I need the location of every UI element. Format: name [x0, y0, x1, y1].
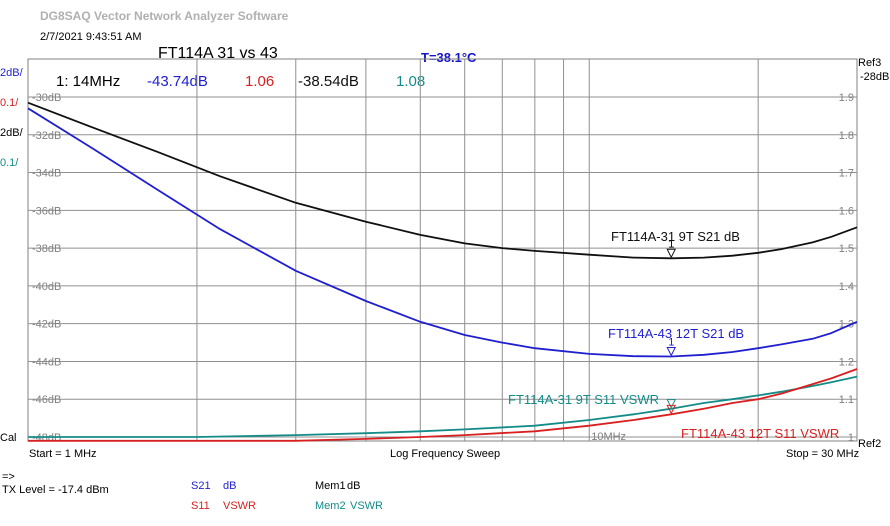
traces — [27, 101, 858, 442]
scale-mem2: 0.1/ — [0, 157, 19, 169]
db-tick-label: -34dB — [32, 168, 61, 180]
calibration-label: Cal — [0, 432, 17, 444]
db-tick-label: -32dB — [32, 130, 61, 142]
marker-value-s21: -43.74dB — [147, 73, 208, 90]
legend-s21-name[interactable]: S21 — [191, 480, 211, 492]
sweep-mode[interactable]: Log Frequency Sweep — [390, 448, 501, 460]
tx-level[interactable]: TX Level = -17.4 dBm — [2, 484, 109, 496]
legend-s21-unit[interactable]: dB — [223, 480, 237, 492]
marker-triangles: 11 — [666, 238, 677, 415]
vswr-axis-ticks: 1.91.81.71.61.51.41.31.21.11 — [839, 92, 854, 444]
vswr-tick-label: 1.8 — [839, 130, 854, 142]
x-tick-label: 10MHz — [591, 431, 626, 443]
db-tick-label: -38dB — [32, 243, 61, 255]
legend-s11-unit[interactable]: VSWR — [223, 500, 256, 512]
vswr-tick-label: 1.9 — [839, 92, 854, 104]
vswr-tick-label: 1.4 — [839, 281, 854, 293]
db-tick-label: -40dB — [32, 281, 61, 293]
temperature-readout: T=38.1°C — [421, 50, 477, 65]
start-freq[interactable]: Start = 1 MHz — [29, 448, 97, 460]
grid — [27, 58, 858, 442]
trace-label: FT114A-31 9T S21 dB — [611, 229, 740, 244]
trace-label: FT114A-43 12T S11 VSWR — [681, 426, 839, 441]
marker-number: 1 — [668, 337, 674, 349]
marker-label: 1: 14MHz — [56, 73, 121, 90]
marker-triangle — [666, 404, 677, 415]
legend-s11-name[interactable]: S11 — [191, 500, 210, 512]
vswr-tick-label: 1 — [848, 432, 854, 444]
trace-label: FT114A-31 9T S11 VSWR — [508, 392, 659, 407]
stop-freq[interactable]: Stop = 30 MHz — [786, 448, 860, 460]
vswr-tick-label: 1.2 — [839, 356, 854, 368]
db-tick-label: -36dB — [32, 205, 61, 217]
trace-line — [28, 368, 858, 442]
x-tick-label: 10MHz — [591, 431, 626, 443]
db-tick-label: -30dB — [32, 92, 61, 104]
db-tick-label: -44dB — [32, 356, 61, 368]
db-tick-label: -42dB — [32, 319, 61, 331]
trace-line — [27, 101, 858, 260]
app-title: DG8SAQ Vector Network Analyzer Software — [40, 9, 289, 23]
arrow-indicator: => — [2, 471, 15, 483]
scale-s21: 2dB/ — [0, 67, 23, 79]
scale-s11: 0.1/ — [0, 97, 19, 109]
timestamp: 2/7/2021 9:43:51 AM — [40, 31, 142, 43]
db-tick-label: -48dB — [32, 432, 61, 444]
plot-frame — [27, 58, 858, 442]
trace-line — [27, 107, 858, 358]
vswr-tick-label: 1.1 — [839, 394, 854, 406]
marker-value-s11: 1.06 — [245, 73, 275, 90]
db-axis-ticks: -30dB -32dB -34dB -36dB -38dB -40dB -42dB -44dB… — [32, 92, 61, 444]
trace-label: FT114A-43 12T S21 dB — [608, 326, 744, 341]
trace-labels: FT114A-31 9T S21 dB FT114A-43 12T S21 dB F… — [508, 229, 839, 441]
marker-triangle — [666, 399, 677, 409]
marker-triangle — [666, 248, 677, 259]
vswr-tick-label: 1.6 — [839, 205, 854, 217]
db-tick-label: -46dB — [32, 394, 61, 406]
legend-mem1-unit[interactable]: dB — [347, 480, 361, 492]
marker-value-mem2: 1.08 — [396, 73, 426, 90]
legend-mem2-name[interactable]: Mem2 — [315, 500, 346, 512]
scale-mem1: 2dB/ — [0, 127, 23, 139]
ref2-label: Ref2 — [858, 438, 882, 450]
ref3-value: -28dB — [860, 71, 890, 83]
chart-title: FT114A 31 vs 43 — [158, 45, 278, 62]
vswr-tick-label: 1.5 — [839, 243, 854, 255]
marker-triangle — [666, 347, 677, 357]
marker-value-mem1: -38.54dB — [298, 73, 359, 90]
marker-number: 1 — [668, 238, 674, 250]
legend-mem2-unit[interactable]: VSWR — [350, 500, 383, 512]
ref3-label: Ref3 — [858, 57, 882, 69]
vswr-tick-label: 1.7 — [839, 168, 854, 180]
legend-mem1-name[interactable]: Mem1 — [315, 480, 346, 492]
